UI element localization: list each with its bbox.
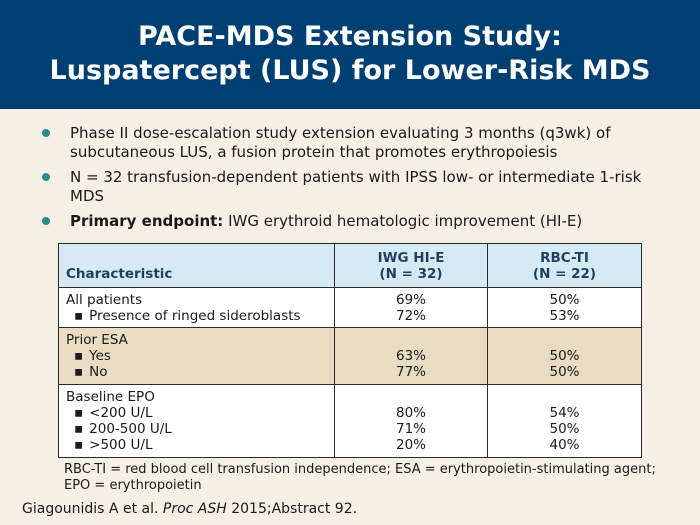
row-label: Presence of ringed sideroblasts xyxy=(66,308,300,324)
table-cell: 50% xyxy=(549,421,580,437)
hie-values: 80% 71% 20% xyxy=(335,405,487,453)
bullet-item: Primary endpoint: IWG erythroid hematolo… xyxy=(40,212,680,231)
group-title: Baseline EPO xyxy=(66,389,155,405)
table-cell: 20% xyxy=(395,437,426,453)
citation-authors: Giagounidis A et al. xyxy=(22,501,163,517)
bullet-list: Phase II dose-escalation study extension… xyxy=(40,124,680,237)
results-table: Characteristic IWG HI-E (N = 32) RBC-TI … xyxy=(58,243,642,458)
table-group-prior-esa: Prior ESA Yes No 63% 77% 50% 50% xyxy=(59,328,641,385)
slide-title-line-2: Luspatercept (LUS) for Lower-Risk MDS xyxy=(49,55,651,86)
group-title: Prior ESA xyxy=(66,332,128,348)
bullet-item: N = 32 transfusion-dependent patients wi… xyxy=(40,168,680,206)
table-group-baseline-epo: Baseline EPO <200 U/L 200-500 U/L >500 U… xyxy=(59,385,641,457)
table-group-all-patients: All patients Presence of ringed siderobl… xyxy=(59,288,641,328)
rbcti-values: 50% 50% xyxy=(488,348,641,380)
row-labels: Baseline EPO <200 U/L 200-500 U/L >500 U… xyxy=(66,389,172,453)
table-header-row: Characteristic IWG HI-E (N = 32) RBC-TI … xyxy=(59,244,641,288)
table-cell: 40% xyxy=(549,437,580,453)
citation: Giagounidis A et al. Proc ASH 2015;Abstr… xyxy=(22,500,357,518)
rbcti-values: 50% 53% xyxy=(488,292,641,324)
header-rbc-ti: RBC-TI (N = 22) xyxy=(488,250,641,282)
bullet-item: Phase II dose-escalation study extension… xyxy=(40,124,680,162)
table-cell: 69% xyxy=(395,292,426,308)
table-divider xyxy=(334,244,335,457)
table-cell: 54% xyxy=(549,405,580,421)
header-rbc-ti-name: RBC-TI xyxy=(540,250,589,266)
bullet-dot-icon xyxy=(42,129,50,137)
bullet-text: IWG erythroid hematologic improvement (H… xyxy=(223,212,583,230)
row-label: >500 U/L xyxy=(66,437,172,453)
row-labels: All patients Presence of ringed siderobl… xyxy=(66,292,301,324)
slide-title-banner: PACE-MDS Extension Study: Luspatercept (… xyxy=(0,0,700,109)
row-label: No xyxy=(66,364,128,380)
bullet-dot-icon xyxy=(42,173,50,181)
bullet-dot-icon xyxy=(42,217,50,225)
table-cell: 72% xyxy=(395,308,426,324)
bullet-text: Phase II dose-escalation study extension… xyxy=(70,124,611,161)
table-footnote: RBC-TI = red blood cell transfusion inde… xyxy=(64,462,656,493)
table-cell: 63% xyxy=(395,348,426,364)
row-label: Yes xyxy=(66,348,128,364)
rbcti-values: 54% 50% 40% xyxy=(488,405,641,453)
bullet-text: N = 32 transfusion-dependent patients wi… xyxy=(70,168,642,205)
table-cell: 50% xyxy=(549,348,580,364)
header-iwg-hie-n: (N = 32) xyxy=(379,266,443,282)
header-rbc-ti-n: (N = 22) xyxy=(532,266,597,282)
citation-journal: Proc ASH xyxy=(162,501,227,517)
table-cell: 80% xyxy=(395,405,426,421)
header-characteristic: Characteristic xyxy=(66,266,173,282)
row-label: All patients xyxy=(66,292,143,308)
row-labels: Prior ESA Yes No xyxy=(66,332,128,380)
citation-detail: 2015;Abstract 92. xyxy=(226,501,358,517)
table-cell: 50% xyxy=(549,292,580,308)
header-iwg-hie: IWG HI-E (N = 32) xyxy=(335,250,487,282)
hie-values: 69% 72% xyxy=(335,292,487,324)
table-divider xyxy=(487,244,488,457)
table-cell: 71% xyxy=(395,421,426,437)
table-cell: 50% xyxy=(549,364,580,380)
bullet-emphasis: Primary endpoint: xyxy=(70,212,224,230)
table-cell: 53% xyxy=(549,308,580,324)
row-label: <200 U/L xyxy=(66,405,172,421)
table-cell: 77% xyxy=(395,364,426,380)
hie-values: 63% 77% xyxy=(335,348,487,380)
slide-title-line-1: PACE-MDS Extension Study: xyxy=(138,21,562,52)
row-label: 200-500 U/L xyxy=(66,421,172,437)
header-iwg-hie-name: IWG HI-E xyxy=(377,250,445,266)
